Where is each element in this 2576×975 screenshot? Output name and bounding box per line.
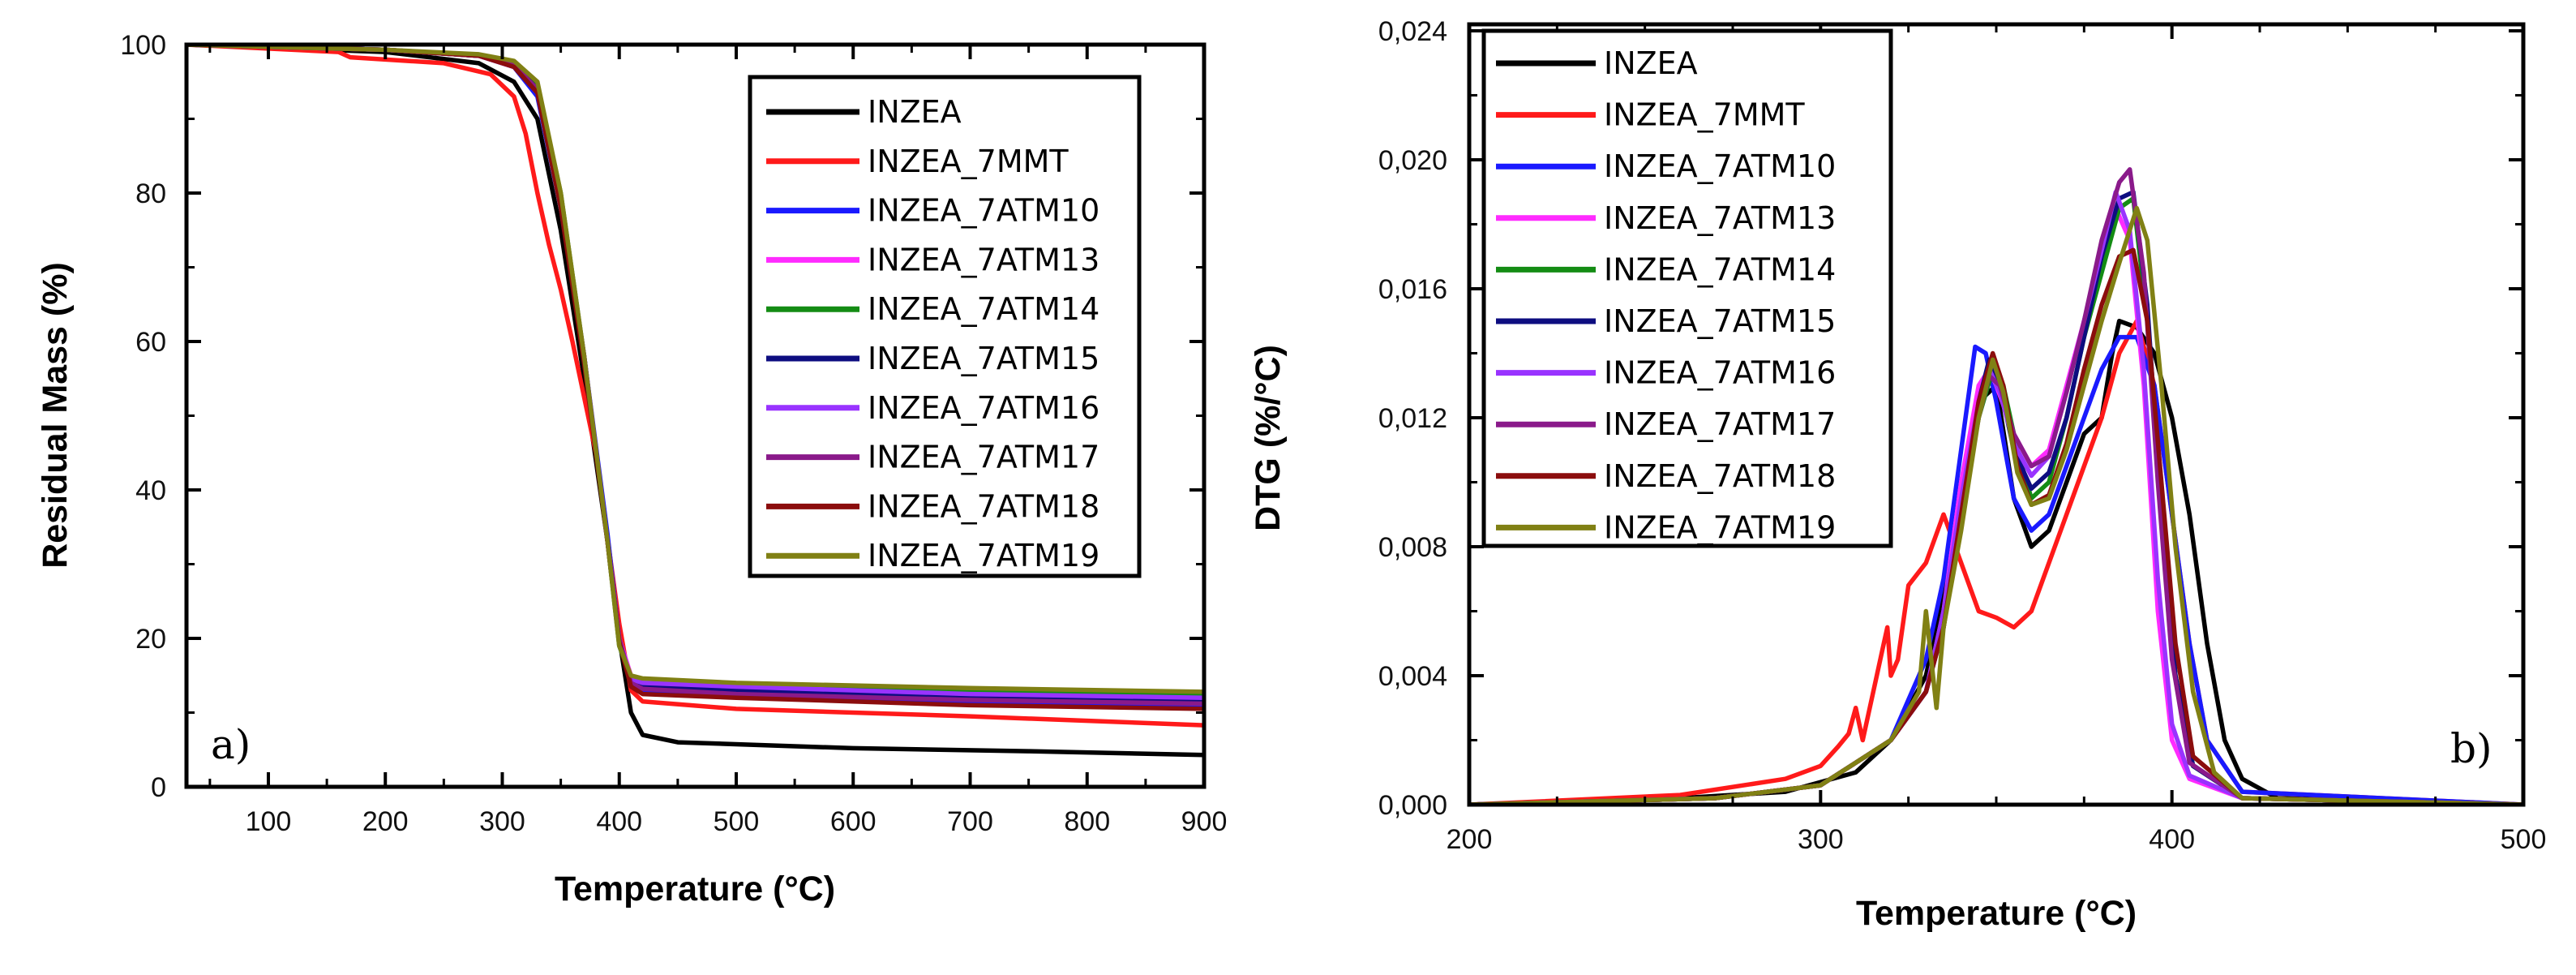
y-tick-label: 0,008 <box>1378 532 1447 563</box>
legend-label: INZEA_7ATM10 <box>868 193 1099 229</box>
y-tick-label: 40 <box>135 475 166 506</box>
y-tick-label: 0,024 <box>1378 16 1447 47</box>
legend-label: INZEA_7MMT <box>1604 97 1805 133</box>
x-tick-label: 100 <box>246 806 292 837</box>
x-tick-label: 400 <box>596 806 642 837</box>
y-tick-label: 0 <box>151 772 166 803</box>
y-axis-title: DTG (%/°C) <box>1249 345 1288 531</box>
legend-label: INZEA <box>868 94 962 130</box>
y-tick-label: 0,000 <box>1378 790 1447 821</box>
legend-label: INZEA_7ATM10 <box>1604 148 1836 184</box>
series-lines <box>1469 167 2523 805</box>
y-tick-label: 0,016 <box>1378 274 1447 305</box>
legend: INZEA INZEA_7MMT INZEA_7ATM10 INZEA_7ATM13 I… <box>748 75 1142 578</box>
legend-label: INZEA_7ATM18 <box>1604 458 1836 494</box>
x-tick-label: 700 <box>947 806 993 837</box>
chart-b-dtg: 200 300 400 500 0,000 0,004 0,008 0,012 0,016 0,0… <box>1249 16 2546 933</box>
x-tick-label: 600 <box>830 806 877 837</box>
legend-label: INZEA_7ATM16 <box>868 390 1099 426</box>
legend-label: INZEA_7MMT <box>868 144 1069 179</box>
panel-label: a) <box>211 721 251 768</box>
series-lines <box>186 45 1204 758</box>
y-tick-label: 0,020 <box>1378 145 1447 176</box>
y-axis-title: Residual Mass (%) <box>36 262 75 569</box>
x-tick-label: 500 <box>2501 824 2547 855</box>
legend-label: INZEA <box>1604 45 1698 81</box>
x-tick-label: 500 <box>714 806 760 837</box>
y-tick-label: 0,012 <box>1378 403 1447 434</box>
chart-a-residual-mass: 100 200 300 400 500 600 700 800 900 0 20 40 60 80 100 T… <box>36 30 1227 908</box>
legend-label: INZEA_7ATM15 <box>868 341 1099 376</box>
x-axis-title: Temperature (°C) <box>1856 894 2137 933</box>
legend-label: INZEA_7ATM17 <box>868 440 1099 475</box>
x-tick-label: 200 <box>362 806 409 837</box>
x-tick-label: 300 <box>479 806 525 837</box>
x-tick-label: 200 <box>1447 824 1493 855</box>
series-line-inzea-7mmt <box>186 45 1204 728</box>
legend: INZEA INZEA_7MMT INZEA_7ATM10 INZEA_7ATM13 I… <box>1481 28 1893 548</box>
x-axis-title: Temperature (°C) <box>555 870 835 908</box>
panel-label: b) <box>2450 725 2492 772</box>
legend-label: INZEA_7ATM15 <box>1604 303 1836 339</box>
series-line-inzea-7atm19 <box>186 45 1204 694</box>
x-tick-label: 800 <box>1064 806 1110 837</box>
y-tick-label: 60 <box>135 327 166 358</box>
x-tick-label: 400 <box>2149 824 2195 855</box>
y-tick-label: 80 <box>135 178 166 209</box>
legend-label: INZEA_7ATM14 <box>868 291 1099 327</box>
legend-label: INZEA_7ATM16 <box>1604 355 1836 391</box>
x-tick-label: 300 <box>1798 824 1844 855</box>
y-tick-label: 0,004 <box>1378 661 1447 692</box>
legend-label: INZEA_7ATM13 <box>1604 200 1836 236</box>
legend-label: INZEA_7ATM14 <box>1604 251 1836 287</box>
y-tick-label: 100 <box>120 30 166 61</box>
legend-label: INZEA_7ATM13 <box>868 242 1099 277</box>
x-tick-label: 900 <box>1181 806 1228 837</box>
legend-label: INZEA_7ATM18 <box>868 488 1099 524</box>
legend-label: INZEA_7ATM17 <box>1604 406 1836 442</box>
series-line-inzea-7atm19 <box>1469 205 2523 805</box>
legend-label: INZEA_7ATM19 <box>1604 509 1836 545</box>
y-tick-label: 20 <box>135 624 166 655</box>
legend-label: INZEA_7ATM19 <box>868 538 1099 573</box>
